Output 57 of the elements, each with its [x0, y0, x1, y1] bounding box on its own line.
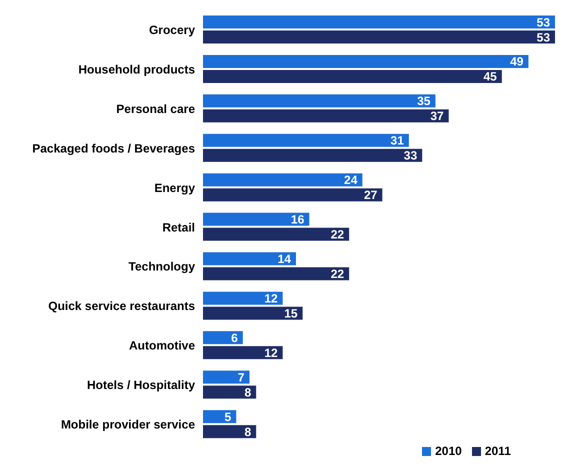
bar: [203, 410, 236, 424]
y-tick-label: Technology: [128, 260, 196, 274]
bar: [203, 30, 555, 44]
data-label: 7: [238, 370, 245, 384]
legend-label: 2011: [484, 444, 511, 458]
bar: [203, 173, 362, 186]
bar: [203, 292, 283, 305]
data-label: 31: [390, 134, 404, 148]
y-tick-label: Mobile provider service: [60, 418, 196, 432]
data-label: 12: [264, 346, 278, 360]
y-tick-label: Household products: [78, 62, 196, 76]
bar: [203, 370, 250, 384]
bar: [203, 212, 310, 226]
data-label: 22: [330, 267, 344, 282]
y-tick-label: Energy: [154, 180, 196, 195]
data-label: 53: [536, 30, 550, 44]
data-label: 16: [290, 212, 305, 227]
bar: [203, 306, 303, 320]
data-label: 33: [404, 148, 418, 163]
bar: [203, 252, 296, 266]
bar: [203, 148, 422, 162]
data-label: 37: [430, 109, 444, 124]
data-label: 8: [244, 424, 252, 439]
bar: [203, 386, 256, 399]
y-tick-label: Packaged foods / Beverages: [32, 141, 196, 156]
bar: [203, 94, 436, 108]
data-label: 15: [284, 306, 298, 320]
y-tick-label: Retail: [162, 220, 195, 234]
y-tick-label: Personal care: [116, 102, 196, 116]
data-label: 27: [364, 188, 378, 202]
y-tick-label: Hotels / Hospitality: [86, 378, 196, 392]
legend-label: 2010: [435, 444, 462, 458]
bar: [203, 54, 528, 68]
bar: [203, 70, 502, 83]
bar: [203, 331, 243, 344]
data-label: 8: [244, 385, 252, 400]
data-label: 22: [330, 228, 344, 242]
bar: [203, 425, 256, 438]
data-label: 45: [484, 70, 498, 84]
y-tick-label: Grocery: [148, 22, 196, 37]
bar: [203, 16, 555, 29]
data-label: 14: [278, 252, 292, 266]
data-label: 12: [264, 291, 278, 306]
data-label: 5: [224, 410, 232, 424]
bar: [203, 188, 382, 202]
bar: [203, 134, 409, 147]
bar: [203, 109, 449, 122]
y-tick-label: Quick service restaurants: [48, 299, 196, 314]
data-label: 35: [417, 94, 431, 108]
data-label: 6: [231, 330, 238, 345]
bar: [203, 228, 350, 241]
data-label: 49: [510, 54, 524, 69]
bar: [203, 346, 283, 360]
y-tick-label: Automotive: [129, 338, 196, 353]
data-label: 24: [344, 173, 358, 188]
bar: [203, 267, 350, 280]
data-label: 53: [536, 15, 550, 30]
